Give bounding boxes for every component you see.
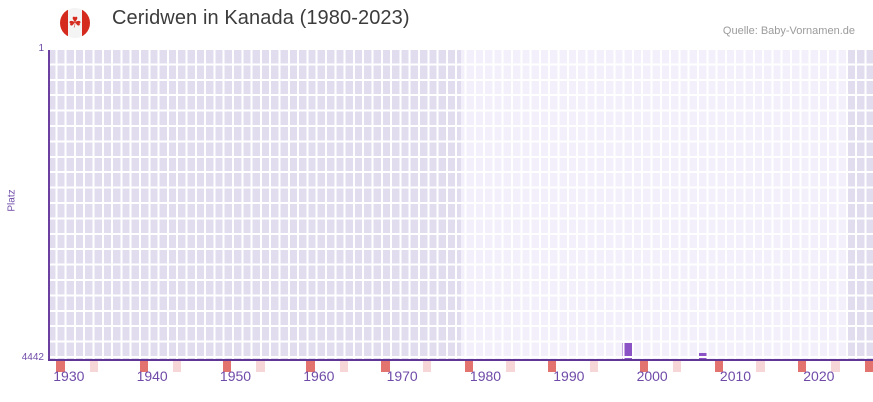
baseline-marker [864,361,873,372]
plot-background [48,50,873,360]
baseline-marker [173,361,182,372]
x-axis-line [48,359,873,361]
baseline-marker [56,361,65,372]
x-axis-tick-label: 1990 [553,368,585,384]
flag-left-bar [60,8,68,38]
x-axis-tick-label: 1940 [136,368,168,384]
x-axis-tick-label: 1970 [386,368,418,384]
baseline-marker [306,361,315,372]
shaded-band [48,50,461,360]
x-axis-tick-label: 1960 [303,368,335,384]
baseline-marker [223,361,232,372]
baseline-marker [256,361,265,372]
baseline-marker [831,361,840,372]
baseline-marker [339,361,348,372]
flag-right-bar [82,8,90,38]
baseline-marker [506,361,515,372]
canada-flag-icon: ☘ [60,8,90,38]
baseline-marker [89,361,98,372]
baseline-marker [464,361,473,372]
baseline-marker [423,361,432,372]
x-axis-tick-label: 1950 [219,368,252,384]
baseline-marker [673,361,682,372]
x-axis-tick-label: 2000 [636,368,668,384]
x-axis-tick-label: 1930 [53,368,85,384]
shaded-band [727,50,848,360]
x-axis-tick-label: 1980 [469,368,502,384]
source-attribution: Quelle: Baby-Vornamen.de [722,25,855,37]
baseline-marker [756,361,765,372]
chart-bar[interactable] [622,342,632,360]
y-axis-tick-bottom: 4442 [21,352,44,363]
baseline-marker [714,361,723,372]
shaded-band [460,50,728,360]
baseline-marker [548,361,557,372]
x-axis-tick-label: 2010 [719,368,752,384]
x-axis-tick-label: 2020 [803,368,835,384]
y-axis-label: Platz [6,189,18,212]
baseline-marker [639,361,648,372]
chart-header: ☘ Ceridwen in Kanada (1980-2023) Quelle:… [0,0,873,46]
y-axis-line [48,50,50,361]
shaded-band [848,50,873,360]
baseline-marker [381,361,390,372]
baseline-marker [589,361,598,372]
page-title: Ceridwen in Kanada (1980-2023) [112,7,410,29]
maple-leaf-icon: ☘ [68,14,82,32]
plot-area [48,50,873,360]
y-axis-tick-top: 1 [38,43,44,54]
baseline-marker [798,361,807,372]
baseline-marker [139,361,148,372]
